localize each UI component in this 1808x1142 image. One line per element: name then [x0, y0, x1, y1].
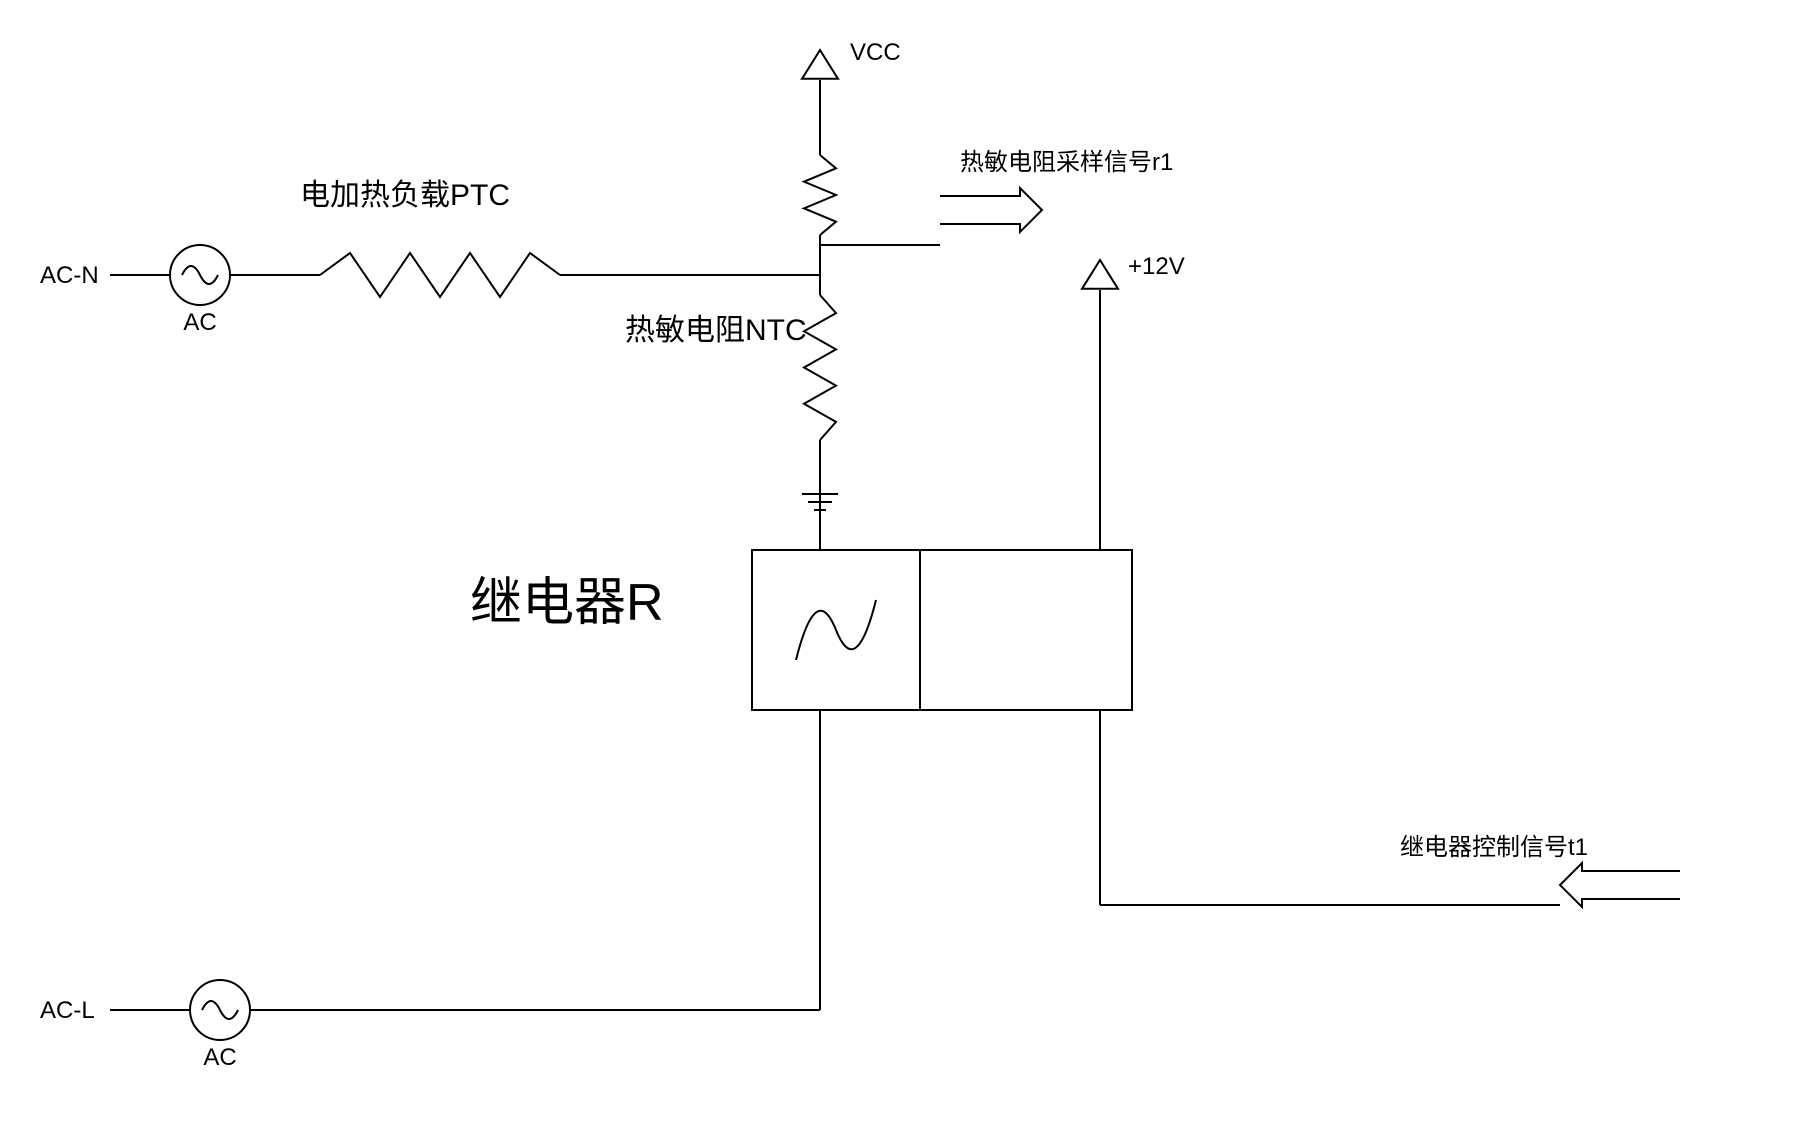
circuit-diagram: VCC 热敏电阻采样信号r1 热敏电阻NTC AC-N AC 电加热负载PTC 继电器R AC…: [0, 0, 1808, 1142]
plus12v-label: +12V: [1128, 253, 1185, 280]
relay-label: 继电器R: [470, 574, 664, 632]
sample-signal-label: 热敏电阻采样信号r1: [960, 149, 1173, 176]
ntc-label: 热敏电阻NTC: [625, 314, 807, 347]
ac-source-bottom-label: AC: [203, 1044, 236, 1071]
relay-box: [752, 550, 1132, 710]
vcc-label: VCC: [850, 39, 901, 66]
control-signal-label: 继电器控制信号t1: [1400, 834, 1588, 861]
ac-l-label: AC-L: [40, 997, 95, 1024]
ac-n-label: AC-N: [40, 262, 99, 289]
ac-source-top-label: AC: [183, 309, 216, 336]
ptc-label: 电加热负载PTC: [300, 179, 510, 212]
